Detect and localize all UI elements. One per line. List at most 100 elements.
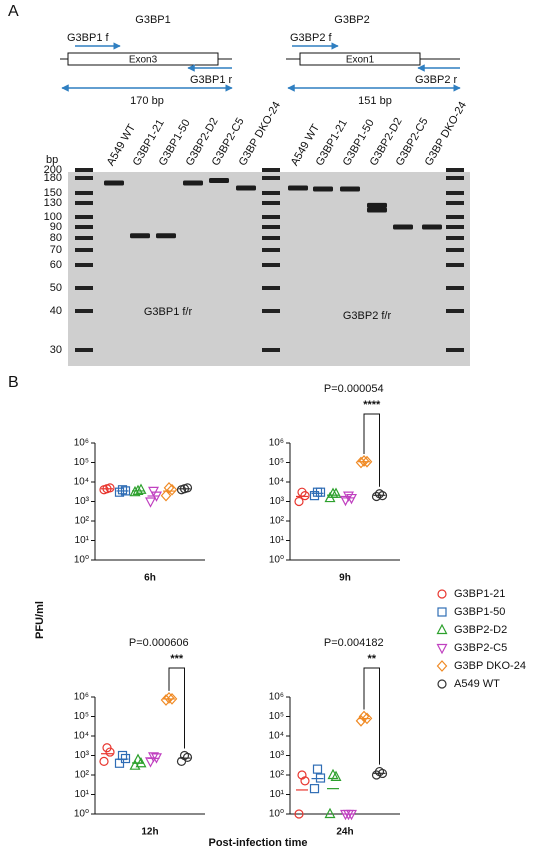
product-size: 151 bp — [358, 95, 392, 107]
point — [120, 753, 131, 764]
ladder-label: 60 — [50, 259, 62, 271]
y-tick-label: 10¹ — [75, 789, 90, 800]
gene-title: G3BP1 — [135, 14, 170, 26]
y-tick-label: 10⁶ — [269, 438, 284, 449]
point — [145, 757, 156, 768]
point — [163, 691, 175, 704]
ladder-band — [262, 263, 280, 267]
ladder-band — [262, 191, 280, 195]
point — [297, 770, 307, 780]
y-tick-label: 10³ — [75, 496, 90, 507]
significance-bracket — [363, 413, 380, 487]
gel-band — [393, 224, 413, 230]
y-tick-label: 10¹ — [75, 535, 90, 546]
ladder-band — [446, 236, 464, 240]
ladder-label: 40 — [50, 305, 62, 317]
ladder-band — [75, 201, 93, 205]
ladder-band — [75, 263, 93, 267]
ladder-band — [75, 191, 93, 195]
legend-label: G3BP2-D2 — [454, 624, 507, 636]
panel-label: A — [8, 3, 19, 20]
point — [374, 766, 385, 777]
panel-label: B — [8, 374, 19, 391]
ladder-band — [446, 176, 464, 180]
ladder-band — [446, 309, 464, 313]
point — [324, 807, 336, 819]
significance-stars: *** — [170, 653, 184, 665]
ladder-band — [446, 225, 464, 229]
ladder-label: 150 — [44, 187, 62, 199]
y-tick-label: 10² — [270, 516, 285, 527]
ladder-band — [262, 248, 280, 252]
ladder-label: 70 — [50, 244, 62, 256]
point — [148, 752, 159, 763]
point — [163, 481, 175, 494]
ladder-band — [262, 225, 280, 229]
point — [135, 756, 147, 768]
point — [145, 497, 156, 508]
point — [117, 485, 128, 495]
point — [343, 491, 354, 502]
primer-forward: G3BP2 f — [290, 32, 333, 44]
point — [99, 756, 109, 766]
legend-label: G3BP1-21 — [454, 588, 505, 600]
primer-reverse: G3BP2 r — [415, 74, 458, 86]
primer-pair: G3BP1 f/r — [144, 306, 193, 318]
chart-title: 9h — [339, 573, 351, 584]
ladder-label: 50 — [50, 282, 62, 294]
point — [361, 712, 373, 725]
point — [312, 764, 323, 774]
point — [371, 491, 382, 502]
ladder-band — [75, 286, 93, 290]
chart-title: 12h — [141, 827, 158, 838]
ladder-band — [75, 309, 93, 313]
ladder-band — [446, 215, 464, 219]
point — [309, 784, 320, 794]
lane-label: G3BP DKO-24 — [237, 100, 283, 168]
ladder-band — [75, 236, 93, 240]
gel-band — [367, 207, 387, 213]
ladder-band — [446, 348, 464, 352]
point — [358, 710, 370, 723]
y-tick-label: 10³ — [270, 496, 285, 507]
y-tick-label: 10⁴ — [269, 731, 284, 742]
gel-unit: bp — [46, 154, 58, 166]
significance-bracket — [168, 667, 185, 749]
ladder-label: 180 — [44, 172, 62, 184]
ladder-band — [262, 348, 280, 352]
gel-band — [236, 185, 256, 191]
point — [294, 809, 304, 819]
ladder-band — [75, 248, 93, 252]
ladder-label: 80 — [50, 232, 62, 244]
point — [102, 484, 112, 494]
y-axis-label: PFU/ml — [34, 601, 46, 639]
point — [343, 809, 354, 821]
ladder-label: 130 — [44, 197, 62, 209]
point — [355, 714, 367, 727]
x-axis-label: Post-infection time — [208, 837, 307, 849]
y-tick-label: 10² — [270, 770, 285, 781]
y-tick-label: 10² — [75, 516, 90, 527]
gel-band — [104, 180, 124, 186]
product-size: 170 bp — [130, 95, 164, 107]
primer-forward: G3BP1 f — [67, 32, 110, 44]
chart-title: 24h — [336, 827, 353, 838]
point — [340, 495, 351, 507]
y-tick-label: 10³ — [270, 750, 285, 761]
ladder-band — [446, 191, 464, 195]
significance-bracket — [363, 667, 380, 765]
point — [117, 750, 128, 761]
point — [374, 489, 385, 499]
ladder-band — [262, 176, 280, 180]
ladder-band — [262, 309, 280, 313]
significance-stars: ** — [367, 653, 376, 665]
legend-marker — [437, 679, 447, 689]
point — [132, 753, 144, 764]
primer-reverse: G3BP1 r — [190, 74, 233, 86]
legend-marker — [436, 643, 448, 655]
y-tick-label: 10³ — [75, 750, 90, 761]
gel-band — [367, 202, 387, 208]
y-tick-label: 10¹ — [270, 789, 285, 800]
y-tick-label: 10⁵ — [269, 457, 284, 468]
legend-marker — [437, 589, 447, 599]
